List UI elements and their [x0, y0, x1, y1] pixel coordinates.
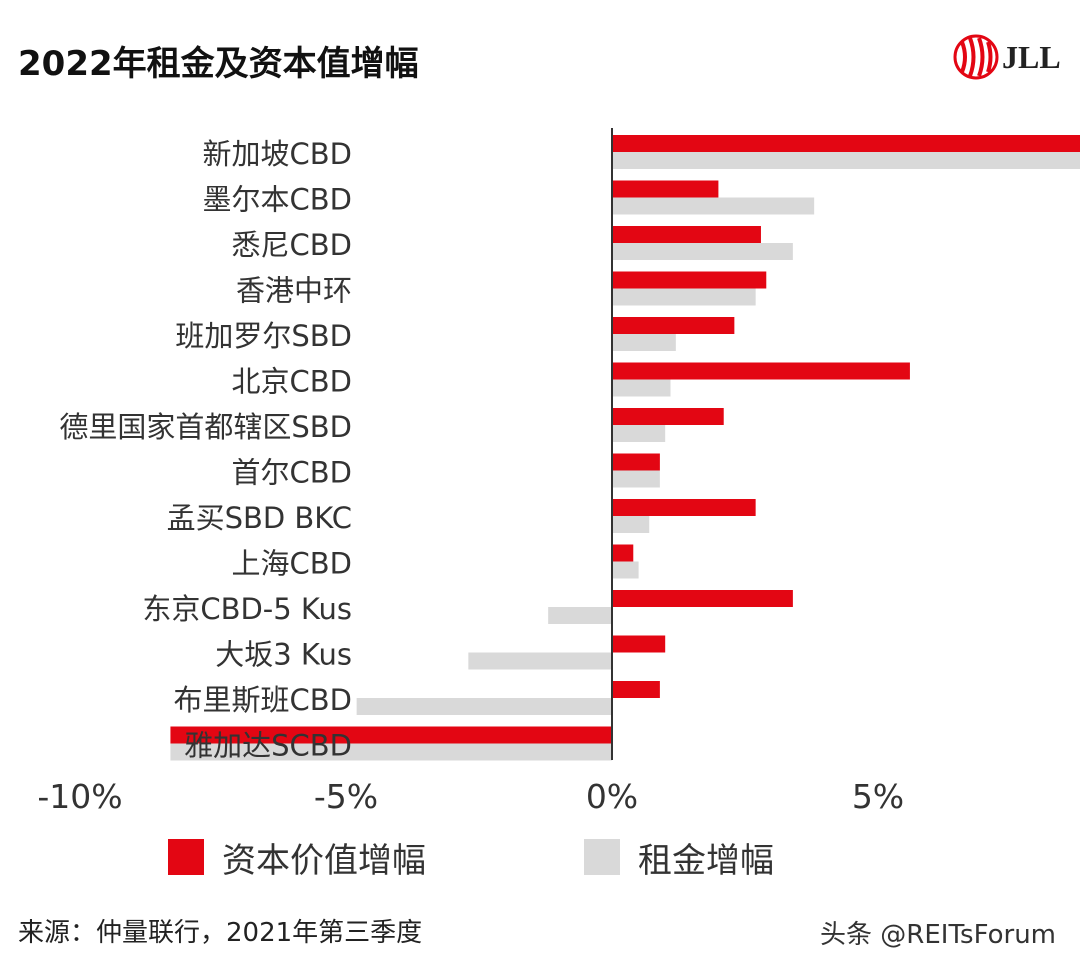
bar-rent	[548, 607, 612, 624]
chart-title: 2022年租金及资本值增幅	[18, 44, 419, 84]
bar-capital	[612, 590, 793, 607]
category-label: 悉尼CBD	[232, 228, 352, 262]
category-label: 新加坡CBD	[203, 137, 352, 171]
bar-capital	[612, 408, 724, 425]
x-tick-label: -10%	[37, 777, 122, 816]
bar-rent	[612, 516, 650, 533]
bar-capital	[612, 499, 756, 516]
bar-rent	[612, 561, 639, 579]
x-tick-label: 0%	[586, 777, 638, 816]
category-label: 德里国家首都辖区SBD	[59, 410, 352, 444]
x-tick-label: -5%	[314, 777, 378, 816]
logo-text: JLL	[1002, 39, 1061, 75]
category-label: 香港中环	[236, 274, 352, 308]
bar-rent	[612, 379, 671, 397]
x-tick-label: 5%	[852, 777, 904, 816]
bar-capital	[612, 681, 660, 698]
category-label: 布里斯班CBD	[174, 683, 352, 717]
category-label: 墨尔本CBD	[203, 183, 352, 217]
bar-capital	[612, 544, 634, 562]
category-label: 首尔CBD	[232, 456, 352, 490]
legend-item-rent: 租金增幅	[584, 830, 774, 884]
bar-rent	[612, 288, 756, 306]
bar-capital	[612, 271, 767, 289]
category-label: 上海CBD	[232, 547, 352, 581]
bar-capital	[612, 635, 666, 653]
legend-label-capital: 资本价值增幅	[222, 840, 426, 881]
category-label: 大坂3 Kus	[215, 638, 352, 672]
legend: 资本价值增幅 租金增幅	[0, 830, 1080, 890]
bar-capital	[170, 726, 612, 744]
category-label: 北京CBD	[232, 365, 352, 399]
jll-logo: JLL	[953, 34, 1061, 80]
category-label: 孟买SBD BKC	[167, 501, 352, 535]
bar-capital	[612, 180, 719, 198]
bar-rent	[468, 652, 612, 670]
jll-logo-icon	[953, 34, 999, 80]
source-note: 来源：仲量联行，2021年第三季度	[18, 918, 423, 948]
bar-capital	[612, 453, 660, 471]
bar-rent	[170, 743, 612, 761]
legend-swatch-rent	[584, 839, 620, 875]
bar-rent	[612, 197, 815, 215]
bar-rent	[612, 243, 793, 260]
bars	[170, 135, 1080, 761]
legend-swatch-capital	[168, 839, 204, 875]
bar-rent	[612, 425, 666, 442]
bar-rent	[612, 470, 660, 488]
category-label: 班加罗尔SBD	[175, 319, 352, 353]
bar-capital	[612, 317, 735, 334]
legend-item-capital: 资本价值增幅	[168, 830, 426, 884]
legend-label-rent: 租金增幅	[638, 840, 774, 881]
bar-rent	[612, 152, 1080, 169]
bar-rent	[356, 698, 612, 715]
category-label: 雅加达SCBD	[184, 729, 352, 763]
bar-capital	[612, 135, 1080, 152]
category-label: 东京CBD-5 Kus	[142, 592, 352, 626]
bar-capital	[612, 226, 761, 243]
bar-capital	[612, 362, 910, 380]
bar-rent	[612, 334, 676, 351]
watermark: 头条 @REITsForum	[820, 920, 1056, 950]
x-tick-labels: -10%-5%0%5%10%15%	[37, 777, 904, 816]
